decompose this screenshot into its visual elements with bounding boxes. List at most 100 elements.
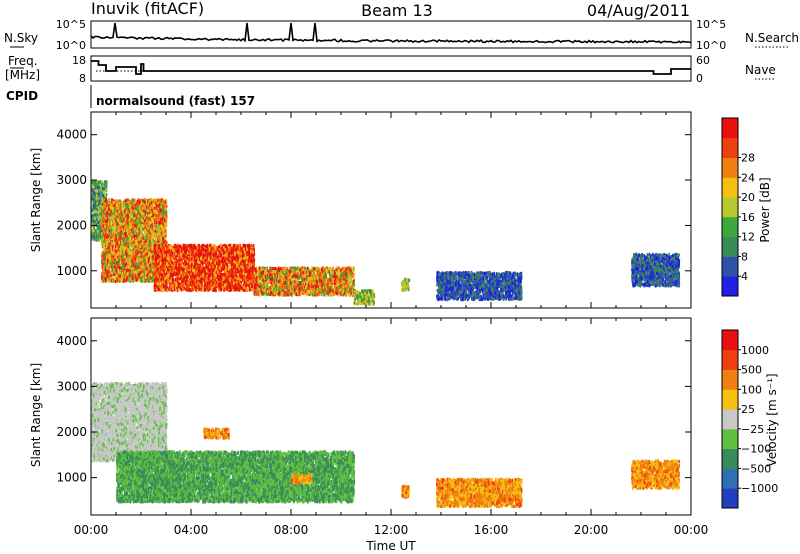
scatter-cell [101,237,104,241]
scatter-cell [141,224,143,228]
scatter-cell [101,240,103,244]
freq-unit-label: [MHz] [5,68,40,82]
scatter-cell [109,213,112,217]
scatter-cell [161,221,164,225]
scatter-cell [94,203,96,207]
scatter-cell [151,245,153,249]
scatter-cell [100,238,103,243]
scatter-cell [104,264,106,269]
scatter-cell [158,221,160,225]
scatter-cell [145,216,148,220]
scatter-cell [97,192,100,197]
scatter-cell [137,269,140,273]
scatter-cell [101,279,103,283]
scatter-cell [157,214,159,218]
scatter-cell [93,232,96,236]
scatter-cell [105,257,107,261]
scatter-cell [118,254,120,258]
scatter-cell [99,209,102,213]
scatter-cell [134,257,137,262]
scatter-cell [143,255,145,259]
scatter-cell [162,210,164,214]
scatter-cell [96,189,99,193]
scatter-cell [137,202,139,206]
scatter-cell [164,226,166,230]
scatter-cell [155,227,158,232]
scatter-cell [95,231,98,235]
scatter-cell [119,199,121,203]
scatter-cell [91,192,93,196]
scatter-cell [142,278,145,282]
scatter-cell [95,234,98,238]
scatter-cell [94,180,97,184]
scatter-cell [145,238,147,243]
scatter-cell [114,279,117,283]
scatter-cell [127,223,130,227]
scatter-cell [114,260,116,264]
cpid-label: CPID [6,89,38,103]
scatter-cell [96,237,98,241]
scatter-cell [110,250,113,254]
scatter-cell [96,227,99,231]
scatter-cell [156,198,159,202]
scatter-cell [105,196,107,200]
scatter-cell [156,207,158,211]
scatter-cell [106,206,108,210]
scatter-cell [94,189,97,193]
scatter-cell [105,244,108,248]
scatter-cell [102,272,104,276]
scatter-cell [101,226,104,230]
scatter-cell [96,229,98,233]
scatter-cell [117,232,119,236]
scatter-cell [135,230,137,234]
scatter-cell [109,260,111,264]
scatter-cell [143,229,146,233]
nsky-series-line [90,22,692,44]
scatter-cell [97,190,100,195]
scatter-cell [96,180,99,184]
scatter-cell [130,262,133,266]
scatter-cell [123,214,125,218]
scatter-cell [116,241,118,245]
scatter-cell [140,226,142,230]
freq-series-line [91,60,691,75]
scatter-cell [111,266,114,270]
scatter-cell [139,271,142,275]
scatter-cell [103,242,105,246]
scatter-cell [106,263,108,267]
scatter-cell [111,226,114,230]
scatter-cell [140,254,143,259]
scatter-cell [98,229,101,233]
scatter-cell [99,234,101,238]
scatter-cell [97,181,100,185]
scatter-cell [148,203,151,207]
scatter-cell [158,212,160,216]
scatter-cell [92,228,95,232]
scatter-cell [155,198,157,202]
scatter-cell [165,207,167,211]
scatter-cell [104,183,107,187]
scatter-cell [112,229,114,233]
scatter-cell [149,221,152,225]
nsearch-tick-bottom: 10^0 [696,39,726,52]
scatter-cell [120,263,122,267]
scatter-cell [153,218,156,222]
scatter-cell [102,236,105,240]
scatter-cell [91,215,94,219]
scatter-cell [95,236,97,240]
scatter-cell [113,268,115,272]
scatter-cell [145,249,147,253]
scatter-cell [100,195,102,199]
scatter-cell [162,204,165,208]
scatter-cell [125,252,128,256]
scatter-cell [106,215,108,219]
scatter-cell [146,224,149,228]
scatter-cell [92,182,95,186]
nsky-tick-top: 10^5 [56,18,86,31]
scatter-cell [102,243,104,247]
scatter-cell [133,278,136,282]
scatter-cell [126,244,129,249]
scatter-cell [144,262,147,267]
scatter-cell [135,234,138,238]
scatter-cell [133,254,135,258]
